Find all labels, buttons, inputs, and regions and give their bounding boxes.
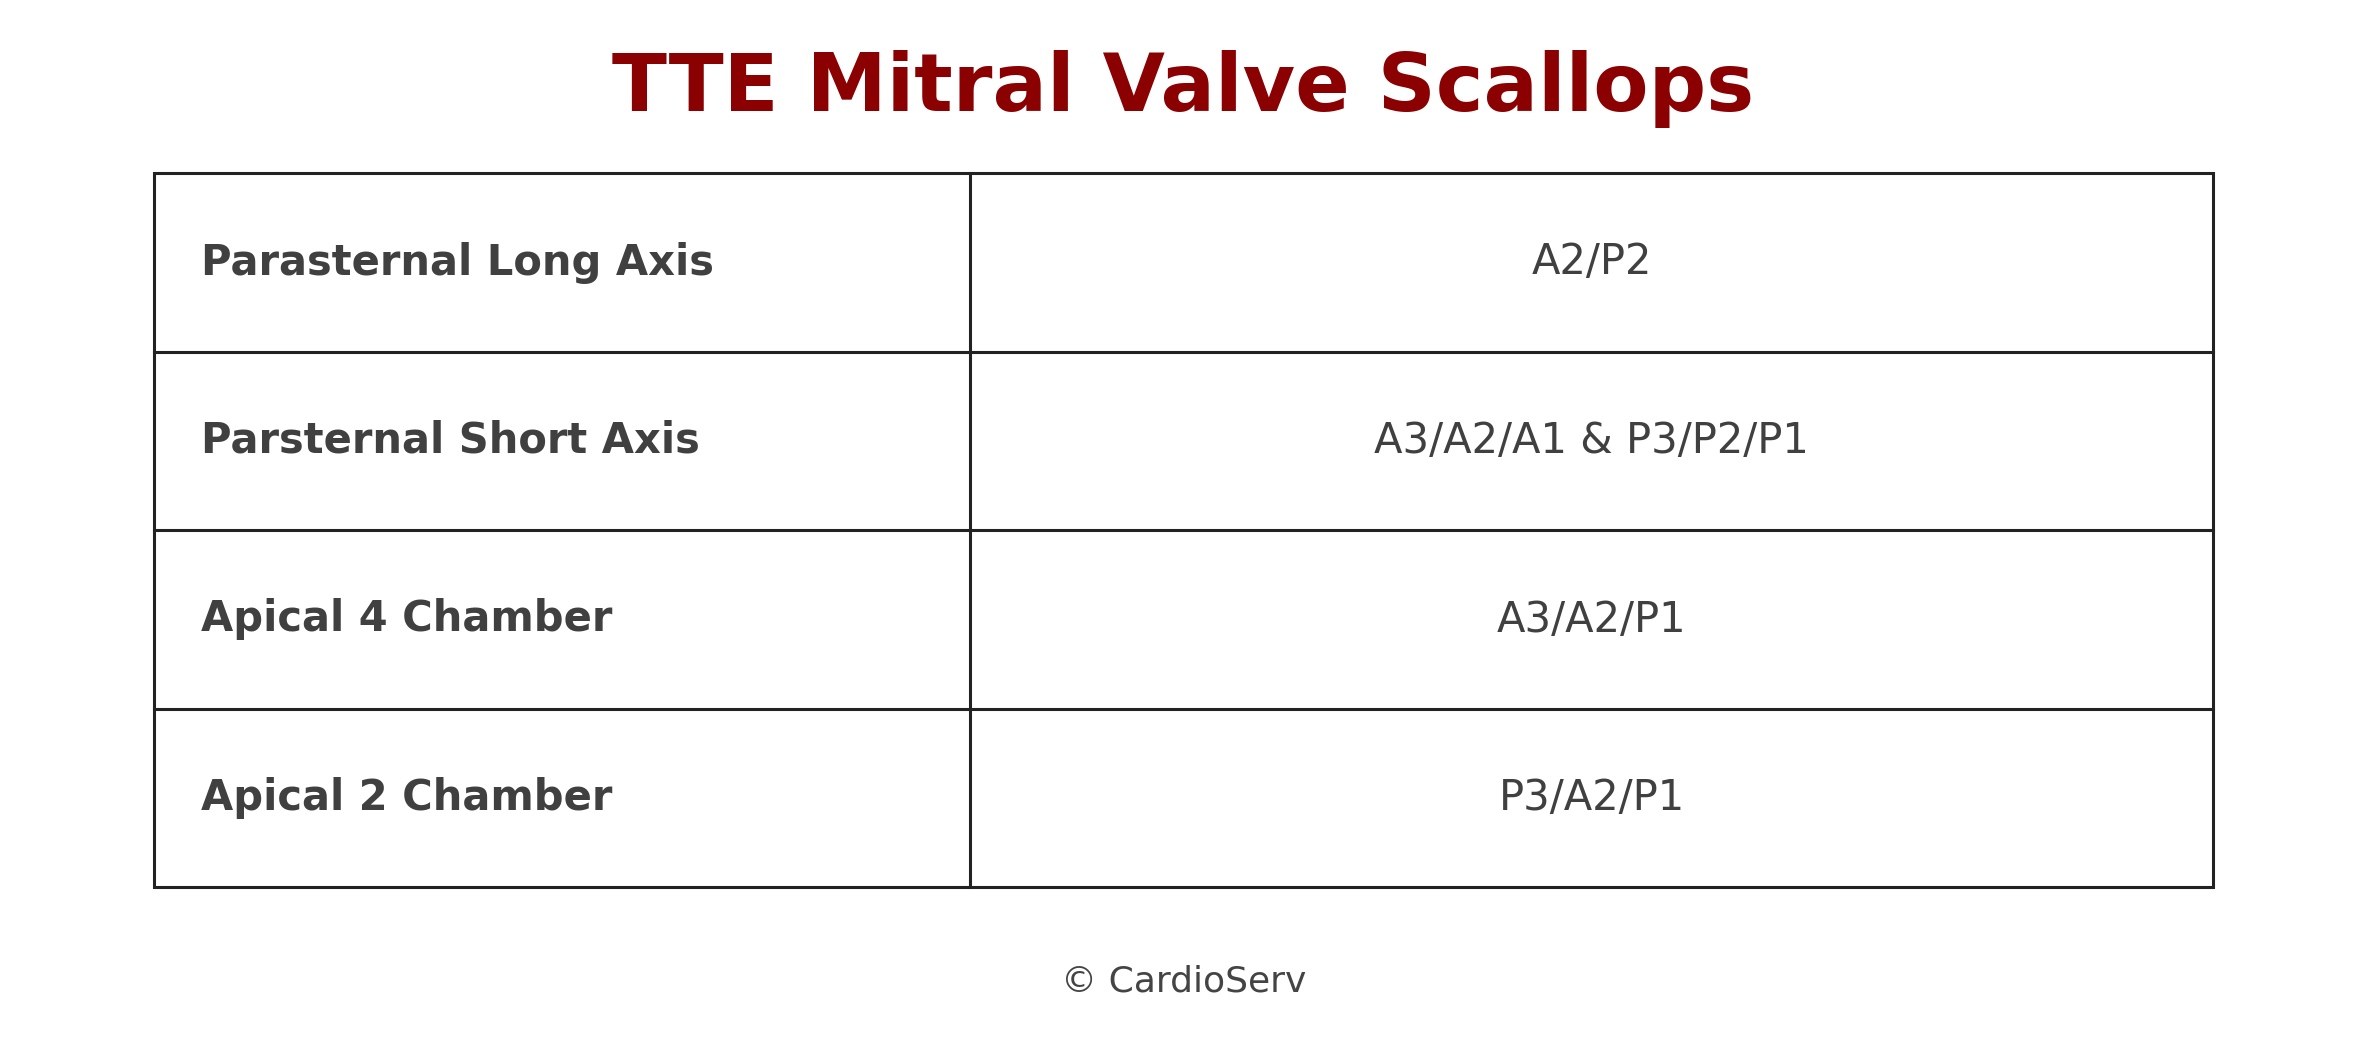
Text: A3/A2/A1 & P3/P2/P1: A3/A2/A1 & P3/P2/P1: [1375, 420, 1808, 462]
Text: TTE Mitral Valve Scallops: TTE Mitral Valve Scallops: [613, 50, 1754, 128]
Text: Apical 4 Chamber: Apical 4 Chamber: [201, 598, 613, 640]
Text: Parasternal Long Axis: Parasternal Long Axis: [201, 242, 715, 284]
Text: Parsternal Short Axis: Parsternal Short Axis: [201, 420, 701, 462]
Text: © CardioServ: © CardioServ: [1060, 965, 1307, 999]
Text: A3/A2/P1: A3/A2/P1: [1496, 598, 1688, 640]
Text: A2/P2: A2/P2: [1531, 242, 1652, 284]
Text: P3/A2/P1: P3/A2/P1: [1498, 777, 1685, 819]
Bar: [154, 173, 2213, 887]
Text: Apical 2 Chamber: Apical 2 Chamber: [201, 777, 613, 819]
